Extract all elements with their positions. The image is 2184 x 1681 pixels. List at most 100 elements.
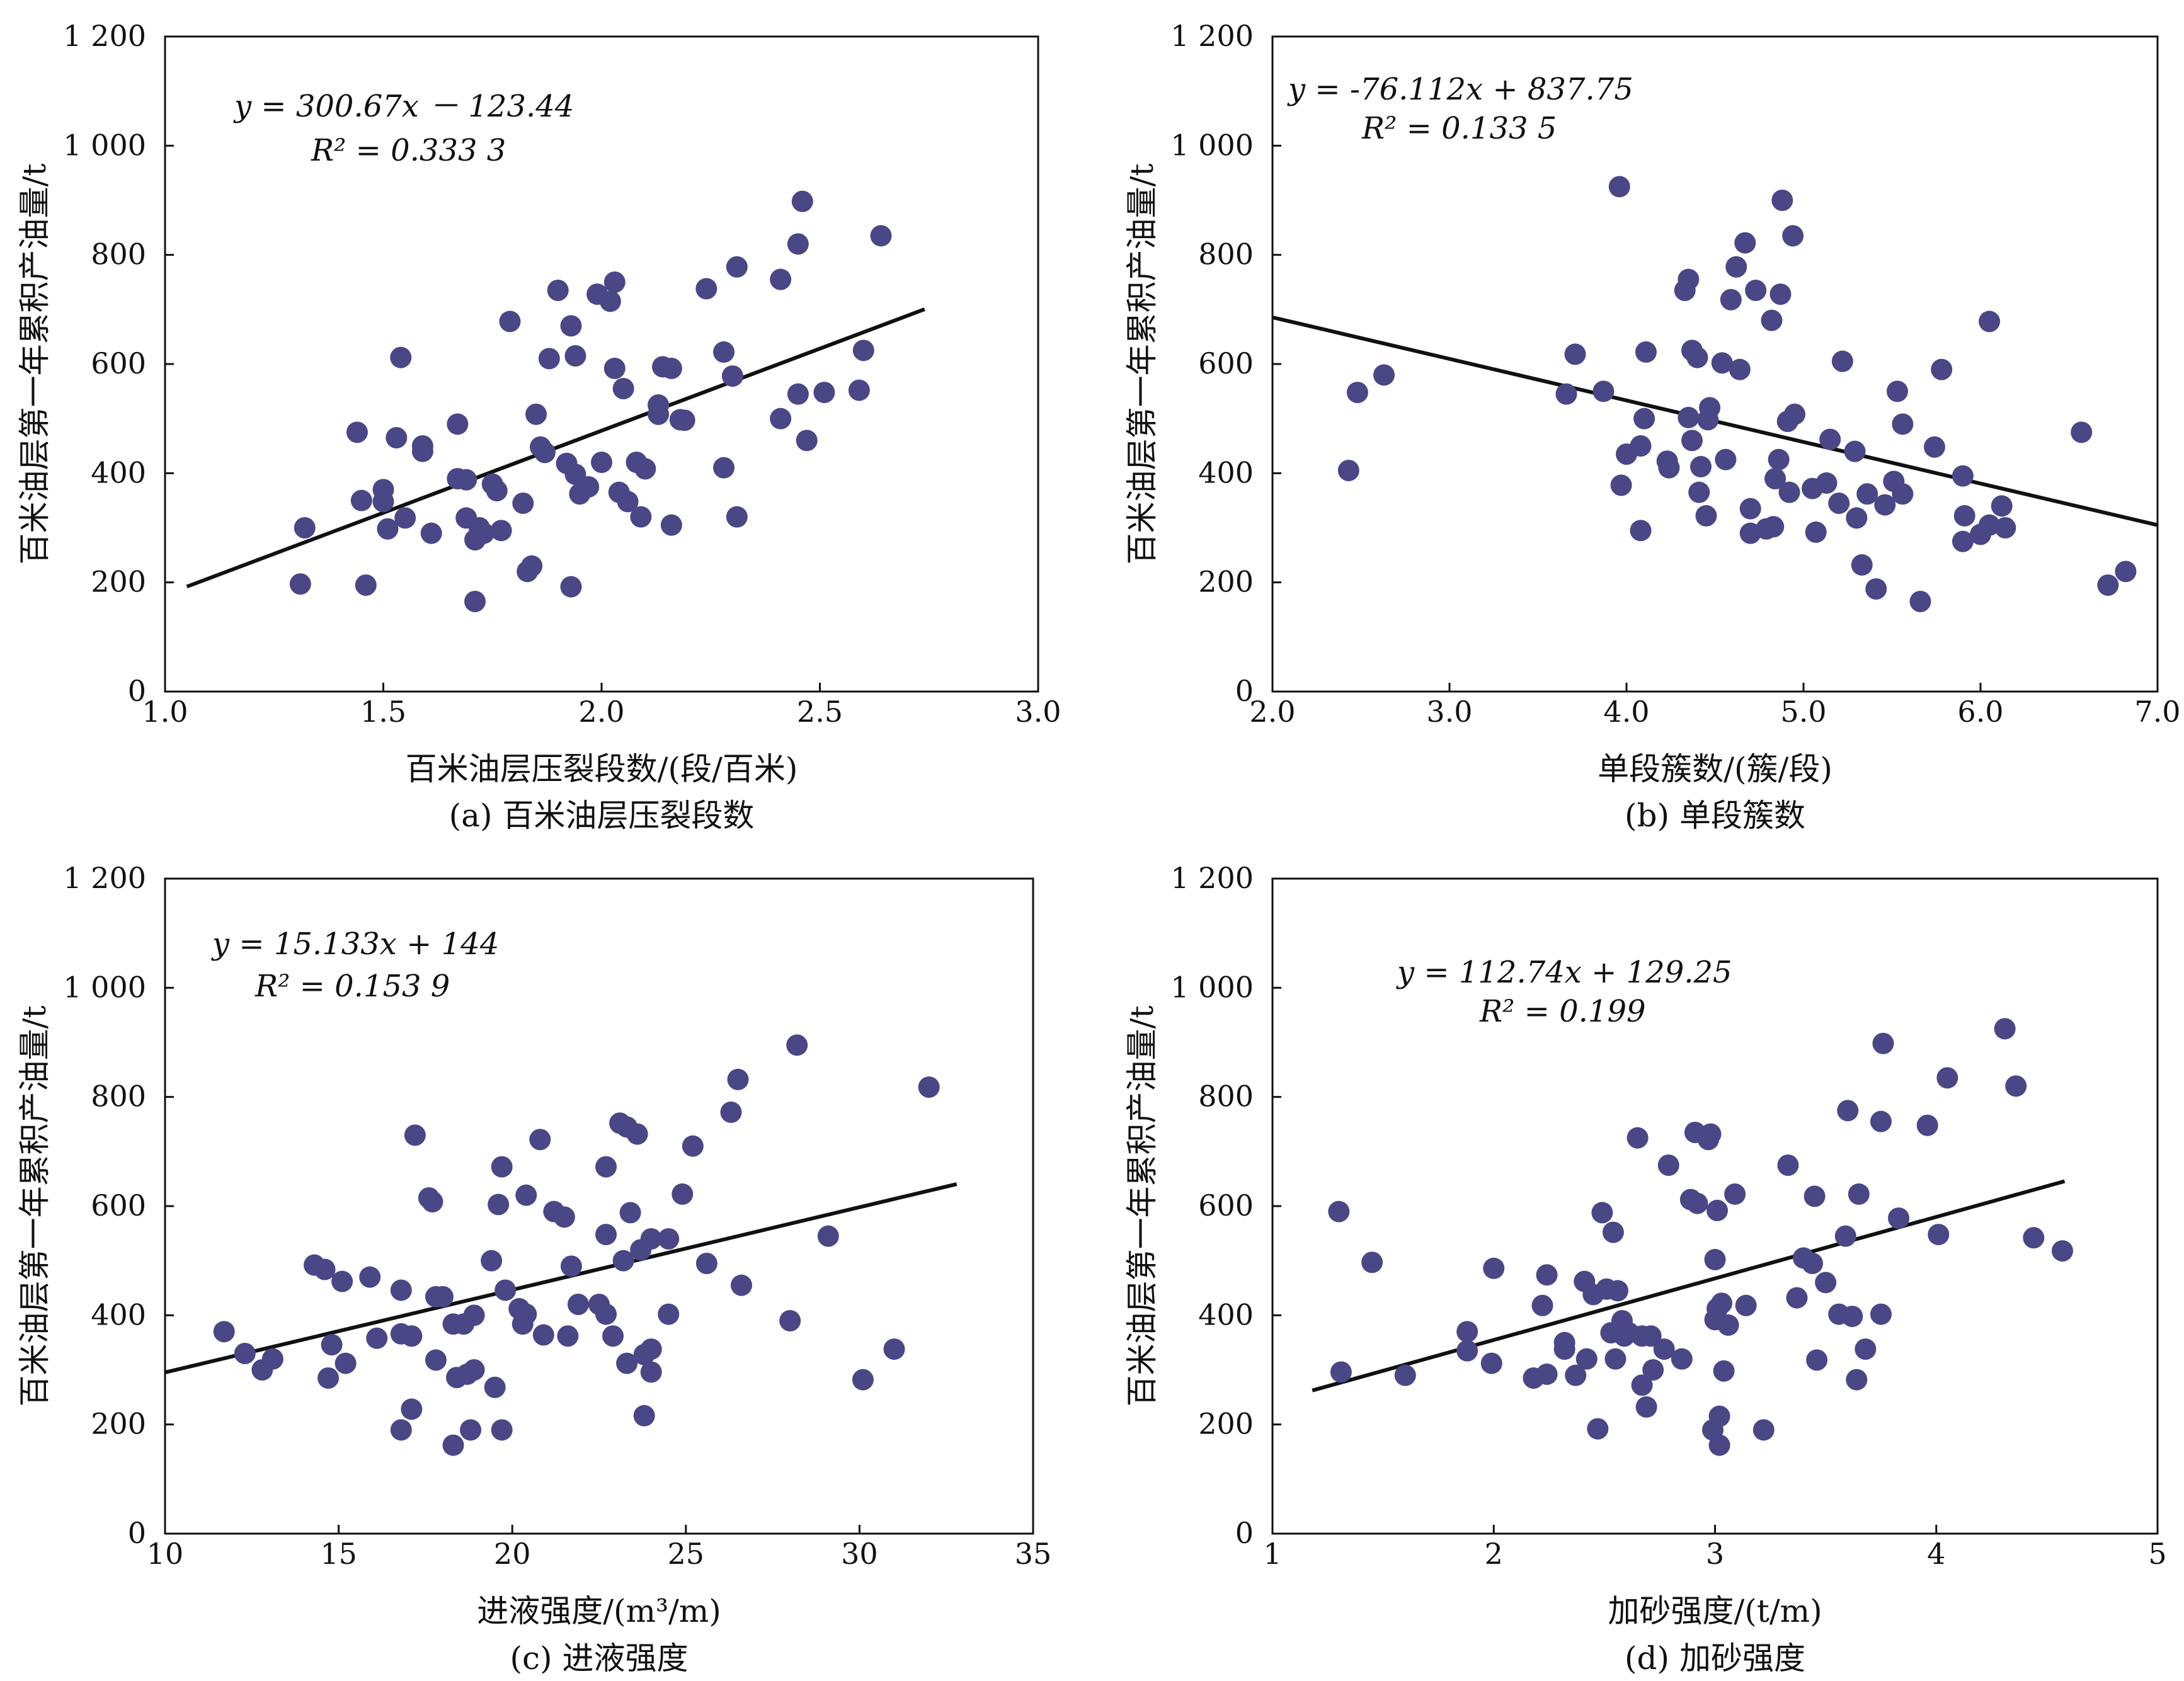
data-point bbox=[2051, 1240, 2073, 1262]
x-tick-label: 5.0 bbox=[1780, 695, 1826, 729]
data-point bbox=[1699, 397, 1721, 419]
data-point bbox=[499, 311, 521, 333]
data-point bbox=[2005, 1075, 2027, 1097]
data-point bbox=[1695, 504, 1717, 527]
data-point bbox=[1606, 1280, 1628, 1302]
data-point bbox=[1531, 1294, 1553, 1316]
data-point bbox=[1991, 495, 2013, 517]
data-point bbox=[770, 268, 792, 290]
data-point bbox=[1806, 1349, 1828, 1371]
data-point bbox=[1778, 481, 1800, 503]
x-tick-label: 4.0 bbox=[1603, 695, 1649, 729]
x-tick-label: 3.0 bbox=[1015, 695, 1061, 729]
x-axis-label: 单段簇数/(簇/段) bbox=[1598, 751, 1832, 787]
panel-d: 1 2 3 4 5 0 200 400 600 800 1 000 1 200 加砂强度/(t/m) 百米… bbox=[1124, 861, 2167, 1677]
data-point bbox=[455, 469, 477, 491]
data-point bbox=[1536, 1363, 1558, 1385]
data-point bbox=[294, 517, 316, 538]
data-point bbox=[1802, 1253, 1824, 1274]
data-point bbox=[1678, 406, 1700, 428]
data-point bbox=[1872, 1032, 1894, 1054]
data-point bbox=[1763, 516, 1785, 538]
data-point bbox=[1671, 1348, 1693, 1370]
y-tick-label: 800 bbox=[1198, 1080, 1254, 1114]
data-point bbox=[495, 1279, 517, 1301]
data-point bbox=[560, 1255, 582, 1277]
data-point bbox=[1658, 457, 1680, 479]
x-tick-label: 2.5 bbox=[797, 695, 843, 729]
data-point bbox=[658, 1303, 680, 1325]
data-point bbox=[1886, 380, 1908, 402]
data-point bbox=[658, 1228, 680, 1250]
y-axis-label: 百米油层第一年累积产油量/t bbox=[1124, 164, 1160, 565]
data-point bbox=[372, 491, 394, 513]
regression-equation: y = 15.133x + 144 bbox=[211, 926, 499, 962]
data-point bbox=[447, 413, 469, 435]
data-point bbox=[560, 315, 582, 337]
data-point bbox=[695, 1253, 718, 1274]
data-point bbox=[411, 440, 433, 462]
data-point bbox=[578, 476, 600, 498]
data-point bbox=[695, 278, 718, 300]
data-point bbox=[517, 561, 539, 583]
data-point bbox=[491, 1156, 513, 1178]
r-squared: R² = 0.199 bbox=[1479, 994, 1646, 1029]
data-point bbox=[1994, 1018, 2016, 1040]
data-point bbox=[472, 522, 495, 544]
data-point bbox=[1328, 1200, 1350, 1222]
regression-equation: y = 112.74x + 129.25 bbox=[1396, 955, 1732, 990]
data-point bbox=[595, 1156, 617, 1178]
data-point bbox=[1700, 1123, 1722, 1145]
data-point bbox=[234, 1343, 256, 1364]
data-point bbox=[1361, 1251, 1383, 1274]
data-point bbox=[1856, 483, 1878, 505]
data-point bbox=[727, 1068, 749, 1090]
data-point bbox=[512, 493, 534, 514]
x-tick-label: 3 bbox=[1706, 1537, 1724, 1571]
y-tick-label: 600 bbox=[91, 1188, 146, 1222]
data-point bbox=[1564, 343, 1586, 365]
y-tick-label: 600 bbox=[1198, 1188, 1254, 1222]
data-point bbox=[1804, 1185, 1826, 1207]
data-point bbox=[1602, 1221, 1624, 1243]
data-point bbox=[726, 506, 748, 528]
data-point bbox=[1870, 1303, 1892, 1325]
data-point bbox=[515, 1184, 537, 1206]
data-point bbox=[386, 427, 408, 448]
data-point bbox=[1916, 1114, 1938, 1136]
x-axis-label: 百米油层压裂段数/(段/百米) bbox=[406, 751, 798, 787]
data-point bbox=[1690, 455, 1712, 477]
x-tick-label: 30 bbox=[841, 1537, 878, 1571]
data-point bbox=[1888, 1207, 1910, 1229]
x-tick-label: 1.0 bbox=[142, 695, 188, 729]
data-point bbox=[346, 421, 368, 443]
data-point bbox=[1892, 413, 1914, 435]
data-point bbox=[490, 520, 512, 542]
data-point bbox=[1952, 530, 1974, 552]
y-tick-label: 1 200 bbox=[63, 19, 146, 53]
x-tick-label: 6.0 bbox=[1957, 695, 2003, 729]
data-point bbox=[564, 345, 586, 367]
data-point bbox=[484, 1376, 506, 1398]
data-point bbox=[390, 1279, 412, 1301]
data-point bbox=[1834, 1225, 1856, 1247]
data-point bbox=[534, 442, 556, 464]
data-point bbox=[1686, 346, 1708, 368]
data-point bbox=[359, 1266, 381, 1288]
data-point bbox=[1846, 507, 1868, 529]
y-tick-label: 600 bbox=[91, 346, 146, 380]
data-point bbox=[603, 357, 626, 379]
data-point bbox=[713, 341, 735, 363]
data-point bbox=[317, 1367, 340, 1389]
data-point bbox=[720, 1101, 742, 1123]
data-point bbox=[770, 407, 792, 430]
data-point bbox=[1725, 256, 1747, 278]
data-point bbox=[463, 1304, 485, 1326]
data-point bbox=[1994, 517, 2016, 538]
data-point bbox=[1657, 1154, 1679, 1176]
data-point bbox=[1631, 1374, 1653, 1396]
data-point bbox=[721, 365, 743, 387]
data-point bbox=[460, 1419, 482, 1441]
data-point bbox=[491, 1419, 513, 1441]
data-point bbox=[1555, 383, 1577, 405]
